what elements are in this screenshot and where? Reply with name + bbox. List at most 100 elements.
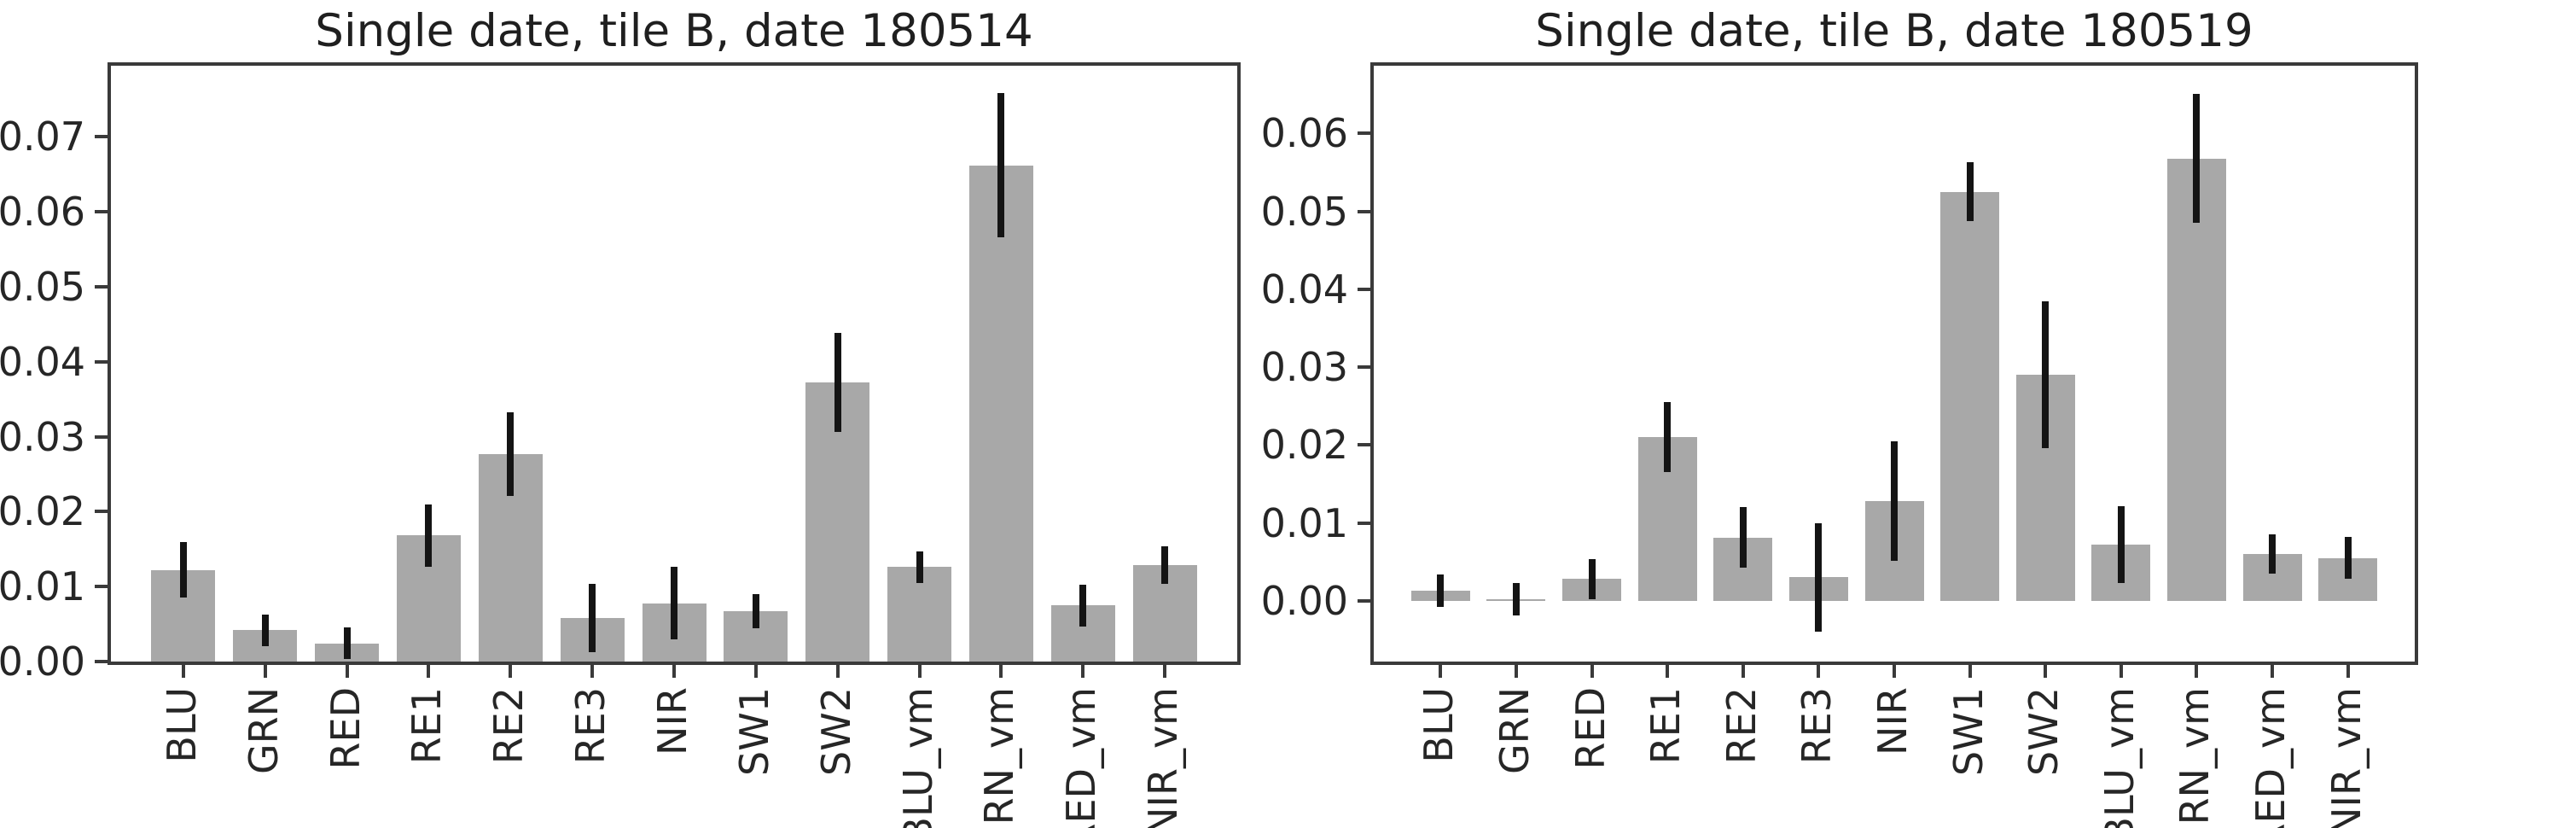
error-bar-nir — [671, 567, 677, 639]
error-bar-re1 — [425, 504, 432, 568]
x-axis-tick-label: RE2 — [486, 687, 532, 765]
error-bar-sw2 — [834, 333, 841, 433]
x-axis-tick-label: SW2 — [2021, 687, 2067, 776]
x-axis-tick-label: NIR — [1869, 687, 1916, 755]
chart-title: Single date, tile B, date 180519 — [1535, 5, 2253, 57]
x-axis-tick-label: NIR — [649, 687, 695, 755]
error-bar-red_vm — [2269, 534, 2276, 574]
error-bar-re1 — [1664, 402, 1671, 473]
x-axis-tick — [2195, 665, 2198, 678]
x-axis-tick-label: GRN_vm — [2172, 687, 2218, 828]
y-axis-tick — [1358, 521, 1370, 525]
y-axis-tick — [1358, 443, 1370, 447]
x-axis-tick-label: RED_vm — [1058, 687, 1104, 828]
y-axis-tick — [95, 210, 108, 214]
x-axis-tick — [999, 665, 1003, 678]
y-axis-tick-label: 0.00 — [1260, 577, 1348, 624]
error-bar-red_vm — [1079, 584, 1086, 627]
y-axis-tick — [1358, 365, 1370, 370]
error-bar-grn — [262, 614, 269, 646]
y-axis-tick — [95, 510, 108, 514]
y-axis-tick-label: 0.03 — [0, 413, 85, 460]
y-axis-tick-label: 0.04 — [1260, 265, 1348, 312]
x-axis-tick-label: GRN_vm — [976, 687, 1022, 828]
error-bar-re3 — [1815, 522, 1822, 633]
plot-area: 0.00 0.01 0.02 0.03 0.04 0.05 0.06 BLU GRN RED RE1… — [1261, 62, 2418, 828]
x-axis-tick-label: BLU_vm — [895, 687, 941, 828]
x-axis-tick — [264, 665, 267, 678]
x-axis-tick-label: BLU — [1416, 687, 1462, 763]
y-axis-tick-label: 0.01 — [1260, 499, 1348, 546]
x-axis-tick — [754, 665, 758, 678]
error-bar-nir_vm — [1161, 545, 1168, 584]
x-axis-tick-label: RE3 — [567, 687, 613, 765]
x-axis-tick — [672, 665, 676, 678]
x-axis-tick-label: RE1 — [404, 687, 450, 765]
x-axis-tick — [1081, 665, 1084, 678]
x-axis-tick — [1163, 665, 1166, 678]
x-axis-tick-label: SW1 — [731, 687, 777, 776]
x-axis-tick — [1817, 665, 1820, 678]
x-axis-tick — [918, 665, 922, 678]
error-bar-nir — [1891, 440, 1898, 562]
y-axis-tick — [95, 135, 108, 139]
x-axis-tick-label: SW2 — [813, 687, 859, 776]
x-axis-tick — [1590, 665, 1594, 678]
y-axis-tick — [1358, 131, 1370, 136]
error-bar-re3 — [589, 583, 596, 653]
x-axis-tick — [1666, 665, 1669, 678]
x-axis-tick — [590, 665, 594, 678]
x-axis-tick-label: RE1 — [1643, 687, 1689, 765]
bar-blu_vm — [887, 567, 951, 662]
x-axis-tick — [836, 665, 840, 678]
y-axis-tick-label: 0.02 — [0, 488, 85, 535]
error-bar-blu_vm — [916, 551, 923, 583]
plot-area: 0.00 0.01 0.02 0.03 0.04 0.05 0.06 0.07 BLU GRN RE… — [0, 62, 1241, 828]
bar-grn_vm — [969, 165, 1033, 662]
error-bar-sw2 — [2042, 301, 2049, 448]
error-bar-grn_vm — [997, 93, 1004, 238]
y-axis-tick-label: 0.01 — [0, 563, 85, 610]
error-bar-blu_vm — [2118, 506, 2125, 583]
error-bar-red — [1589, 558, 1596, 599]
error-bar-grn_vm — [2193, 93, 2200, 224]
y-axis-tick — [95, 660, 108, 663]
bar-grn_vm — [2167, 158, 2226, 601]
y-axis-tick-label: 0.06 — [1260, 110, 1348, 157]
x-axis-tick-label: BLU — [159, 687, 205, 763]
x-axis-tick-label: GRN — [1492, 687, 1538, 775]
x-axis-tick-label: RED — [323, 687, 369, 770]
y-axis-tick — [95, 434, 108, 439]
x-axis-tick-label: SW1 — [1945, 687, 1992, 776]
y-axis-tick — [95, 359, 108, 364]
error-bar-red — [344, 627, 351, 660]
y-axis-tick-label: 0.02 — [1260, 422, 1348, 469]
x-axis-tick-label: RED_vm — [2247, 687, 2294, 828]
x-axis-tick-label: NIR_vm — [1140, 687, 1186, 828]
error-bar-grn — [1513, 582, 1520, 616]
x-axis-tick — [346, 665, 349, 678]
y-axis-tick-label: 0.03 — [1260, 344, 1348, 391]
x-axis-tick — [1968, 665, 1972, 678]
x-axis-tick — [1515, 665, 1518, 678]
error-bar-re2 — [507, 411, 514, 496]
x-axis-tick — [1439, 665, 1442, 678]
x-axis-tick-label: NIR_vm — [2323, 687, 2370, 828]
y-axis-tick-label: 0.06 — [0, 189, 85, 236]
error-bar-nir_vm — [2345, 537, 2352, 580]
y-axis-tick — [95, 585, 108, 589]
y-axis-tick — [1358, 287, 1370, 291]
x-axis-tick — [1742, 665, 1745, 678]
error-bar-sw1 — [753, 593, 759, 629]
x-axis-tick — [2346, 665, 2350, 678]
y-axis-tick-label: 0.00 — [0, 638, 85, 685]
x-axis-tick — [509, 665, 512, 678]
y-axis-tick — [95, 285, 108, 289]
bar-sw1 — [1940, 191, 1999, 601]
y-axis-tick-label: 0.05 — [0, 264, 85, 310]
error-bar-blu — [1437, 574, 1444, 608]
x-axis-tick-label: RE2 — [1718, 687, 1765, 765]
x-axis-tick-label: BLU_vm — [2096, 687, 2143, 828]
y-axis-tick-label: 0.04 — [0, 338, 85, 385]
